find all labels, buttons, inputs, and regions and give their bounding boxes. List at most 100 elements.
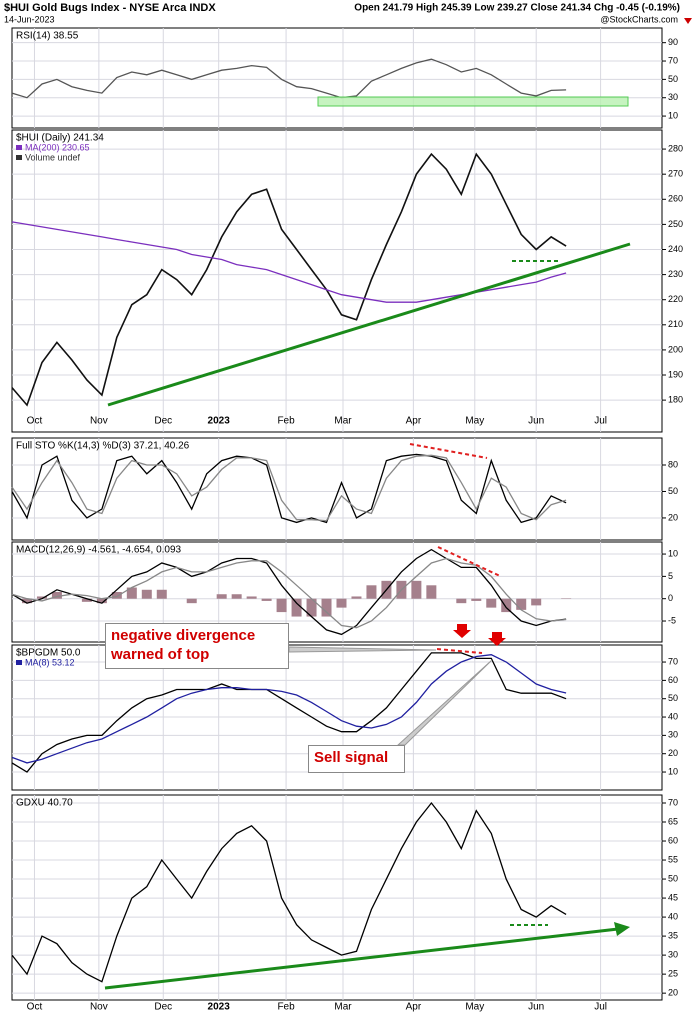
histogram-bar (96, 598, 107, 604)
histogram-bar (531, 598, 542, 606)
chart-date: 14-Jun-2023 (4, 14, 55, 24)
series-line (11, 801, 567, 983)
legend-swatch (16, 155, 22, 160)
x-tick-label: Jul (594, 416, 607, 427)
y-tick-label: 30 (668, 92, 678, 102)
histogram-bar (36, 596, 47, 599)
panel-title: $HUI (Daily) 241.34 (16, 133, 104, 144)
chart-title: $HUI Gold Bugs Index - NYSE Arca INDX (4, 2, 216, 14)
series-line (11, 654, 567, 764)
histogram-bar (306, 598, 317, 617)
y-tick-label: 180 (668, 394, 683, 404)
y-tick-label: 80 (668, 459, 678, 469)
trend-line (104, 927, 619, 990)
divergence-line (409, 443, 488, 459)
x-tick-label: 2023 (208, 1002, 231, 1013)
legend-label: MA(200) 230.65 (25, 142, 90, 152)
y-tick-label: 280 (668, 143, 683, 153)
quote: Open 241.79 High 245.39 Low 239.27 Close… (354, 3, 680, 14)
histogram-bar (486, 598, 497, 608)
histogram-bar (126, 587, 137, 599)
x-tick-label: Oct (27, 1002, 43, 1013)
series-line (11, 548, 567, 636)
x-tick-label: 2023 (208, 416, 231, 427)
y-tick-label: 40 (668, 911, 678, 921)
series-line (11, 454, 567, 522)
legend-swatch (16, 145, 22, 150)
x-tick-label: Jun (528, 1002, 544, 1013)
histogram-bar (141, 589, 152, 599)
histogram-bar (426, 585, 437, 599)
histogram-bar (111, 592, 122, 599)
panel (11, 437, 663, 541)
x-tick-label: Dec (154, 416, 172, 427)
histogram-bar (261, 598, 272, 601)
y-tick-label: 220 (668, 294, 683, 304)
y-tick-label: 240 (668, 244, 683, 254)
y-tick-label: 0 (668, 593, 673, 603)
divergence-line (437, 546, 501, 577)
y-tick-label: 50 (668, 873, 678, 883)
y-tick-label: 210 (668, 319, 683, 329)
legend-label: Volume undef (25, 152, 81, 162)
x-tick-label: May (465, 1002, 484, 1013)
y-tick-label: 35 (668, 930, 678, 940)
panel (11, 794, 663, 1001)
legend-label: MA(8) 53.12 (25, 657, 75, 667)
y-tick-label: 60 (668, 835, 678, 845)
y-tick-label: 55 (668, 854, 678, 864)
y-tick-label: 65 (668, 816, 678, 826)
y-tick-label: -5 (668, 615, 676, 625)
y-tick-label: 70 (668, 55, 678, 65)
histogram-bar (321, 598, 332, 617)
panel (11, 27, 663, 129)
y-tick-label: 70 (668, 656, 678, 666)
x-tick-label: May (465, 416, 484, 427)
y-tick-label: 250 (668, 219, 683, 229)
histogram-bar (156, 589, 167, 599)
panel-title: RSI(14) 38.55 (16, 31, 79, 42)
histogram-bar (366, 585, 377, 599)
x-tick-label: Nov (90, 1002, 108, 1013)
y-tick-label: 230 (668, 269, 683, 279)
y-tick-label: 50 (668, 74, 678, 84)
y-tick-label: 90 (668, 37, 678, 47)
y-tick-label: 190 (668, 369, 683, 379)
legend-swatch (16, 660, 22, 665)
histogram-bar (456, 598, 467, 604)
panel-title: $BPGDM 50.0 (16, 648, 81, 659)
x-tick-label: Apr (406, 1002, 422, 1013)
x-tick-label: Jul (594, 1002, 607, 1013)
y-tick-label: 10 (668, 548, 678, 558)
panel (11, 129, 663, 433)
histogram-bar (291, 598, 302, 617)
x-tick-label: Jun (528, 416, 544, 427)
y-tick-label: 45 (668, 892, 678, 902)
histogram-bar (336, 598, 347, 608)
histogram-bar (246, 596, 257, 599)
credit: @StockCharts.com (600, 14, 678, 24)
histogram-bar (186, 598, 197, 604)
y-tick-label: 60 (668, 675, 678, 685)
histogram-bar (51, 592, 62, 599)
histogram-bar (471, 598, 482, 601)
annotation: negative divergence warned of top (105, 623, 289, 669)
y-tick-label: 10 (668, 110, 678, 120)
support-zone (317, 96, 629, 107)
y-tick-label: 270 (668, 169, 683, 179)
y-tick-label: 260 (668, 194, 683, 204)
signal-arrow (488, 632, 506, 646)
y-tick-label: 5 (668, 571, 673, 581)
histogram-bar (516, 598, 527, 610)
histogram-bar (216, 594, 227, 599)
trend-arrow (614, 922, 630, 936)
y-tick-label: 20 (668, 988, 678, 998)
panel-title: GDXU 40.70 (16, 798, 73, 809)
y-tick-label: 40 (668, 711, 678, 721)
y-tick-label: 70 (668, 797, 678, 807)
trend-line (107, 242, 631, 407)
y-tick-label: 30 (668, 949, 678, 959)
y-tick-label: 20 (668, 512, 678, 522)
